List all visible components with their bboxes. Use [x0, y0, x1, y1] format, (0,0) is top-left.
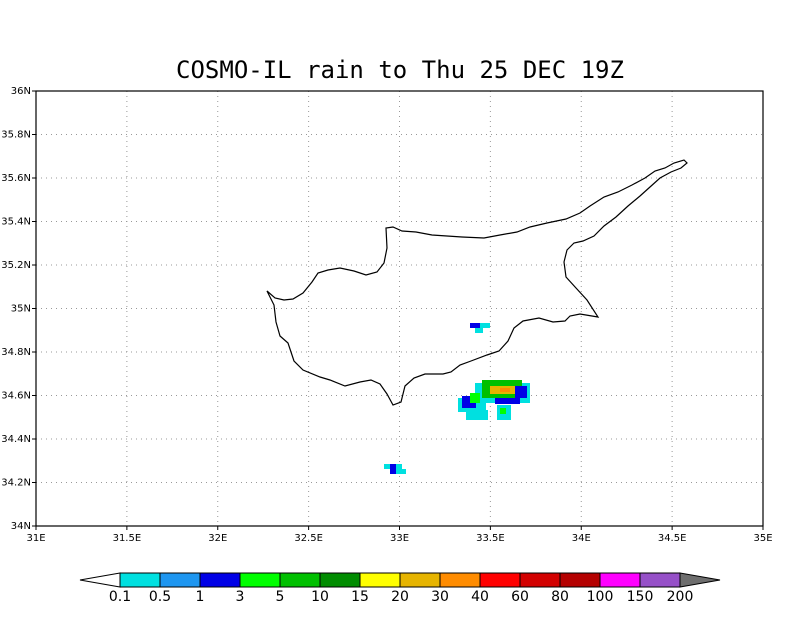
colorbar-box: [119, 572, 161, 588]
colorbar-box: [519, 572, 561, 588]
rain-cell: [500, 408, 506, 414]
y-tick-label: 34.8N: [1, 347, 31, 358]
y-tick-label: 35.8N: [1, 130, 31, 141]
map-frame: [35, 90, 764, 527]
grid: 31E 31.5E 32E 32.5E 33E 33.5E 34E 34.5E 35E 34N 34…: [1, 86, 772, 544]
colorbar-label: 5: [276, 589, 285, 605]
colorbar-label: 60: [511, 589, 529, 605]
colorbar-label: 30: [431, 589, 449, 605]
y-tick-label: 35.4N: [1, 217, 31, 228]
y-tick-label: 34.2N: [1, 478, 31, 489]
colorbar-box: [239, 572, 281, 588]
colorbar-label: 200: [667, 589, 694, 605]
colorbar-label: 150: [627, 589, 654, 605]
rain-cell: [515, 386, 527, 398]
colorbar-label: 0.1: [109, 589, 131, 605]
x-tick-label: 31E: [26, 533, 45, 544]
y-tick-label: 34.6N: [1, 391, 31, 402]
coastline: [266, 159, 688, 406]
y-tick-label: 36N: [11, 86, 31, 97]
colorbar-label: 100: [587, 589, 614, 605]
colorbar-box: [439, 572, 481, 588]
colorbar-label: 1: [196, 589, 205, 605]
colorbar-label: 0.5: [149, 589, 171, 605]
x-tick-label: 35E: [753, 533, 772, 544]
colorbar-label: 40: [471, 589, 489, 605]
title: COSMO-IL rain to Thu 25 DEC 19Z: [176, 56, 624, 84]
colorbar-box: [639, 572, 681, 588]
x-tick-label: 32.5E: [294, 533, 323, 544]
x-tick-label: 33E: [390, 533, 409, 544]
colorbar-box: [399, 572, 441, 588]
colorbar-label: 10: [311, 589, 329, 605]
rain-cell: [495, 398, 520, 404]
rain-cell: [475, 328, 483, 333]
rain-cells: [384, 323, 530, 474]
x-tick-label: 33.5E: [476, 533, 505, 544]
colorbar-box: [559, 572, 601, 588]
y-tick-label: 35.2N: [1, 260, 31, 271]
rain-cell: [466, 410, 488, 420]
rain-cell: [390, 464, 396, 474]
colorbar-box: [279, 572, 321, 588]
colorbar-box: [359, 572, 401, 588]
y-tick-label: 34N: [11, 521, 31, 532]
y-tick-label: 34.4N: [1, 434, 31, 445]
x-tick-label: 32E: [208, 533, 227, 544]
rain-cell: [500, 388, 510, 392]
colorbar: 0.1 0.5 1 3 5 10 15 20 30 40 60 80 100 150 200: [79, 572, 721, 605]
y-tick-label: 35N: [11, 304, 31, 315]
colorbar-box: [319, 572, 361, 588]
colorbar-label: 15: [351, 589, 369, 605]
colorbar-lower-triangle: [79, 572, 121, 588]
colorbar-box: [599, 572, 641, 588]
colorbar-box: [479, 572, 521, 588]
x-tick-label: 34.5E: [658, 533, 687, 544]
colorbar-box: [159, 572, 201, 588]
colorbar-label: 20: [391, 589, 409, 605]
y-tick-label: 35.6N: [1, 173, 31, 184]
rain-cell: [470, 393, 480, 403]
colorbar-label: 3: [236, 589, 245, 605]
x-tick-label: 34E: [572, 533, 591, 544]
rain-cell: [470, 323, 480, 328]
rain-cell: [480, 323, 490, 328]
colorbar-box: [199, 572, 241, 588]
colorbar-upper-triangle: [679, 572, 721, 588]
rain-cell: [396, 469, 406, 474]
colorbar-label: 80: [551, 589, 569, 605]
x-tick-label: 31.5E: [113, 533, 142, 544]
